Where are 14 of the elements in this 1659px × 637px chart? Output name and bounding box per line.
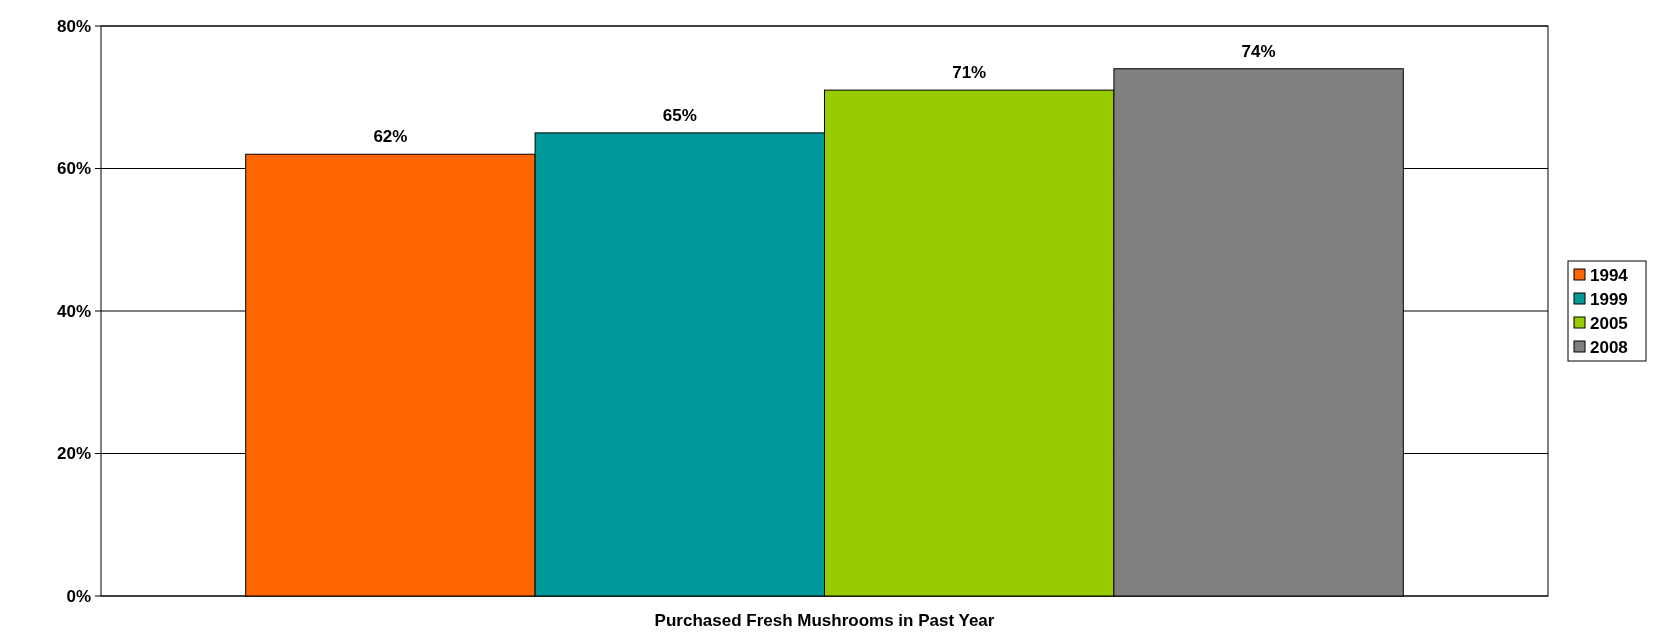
legend-label: 1999 [1590, 289, 1628, 309]
legend-label: 2008 [1590, 337, 1628, 357]
y-tick-label: 20% [56, 444, 91, 464]
text: 65% [662, 105, 697, 125]
y-tick-label: 60% [56, 159, 91, 179]
y-tick-label: 80% [56, 16, 91, 36]
y-tick-label: 40% [56, 301, 91, 321]
x-tick-label: Purchased Fresh Mushrooms in Past Year [654, 611, 995, 630]
legend-label: 1994 [1590, 265, 1629, 285]
text: 62% [373, 127, 408, 147]
text: 71% [952, 63, 987, 83]
y-tick-label: 0% [66, 586, 91, 606]
text: 74% [1241, 41, 1276, 61]
legend-label: 2005 [1590, 313, 1628, 333]
